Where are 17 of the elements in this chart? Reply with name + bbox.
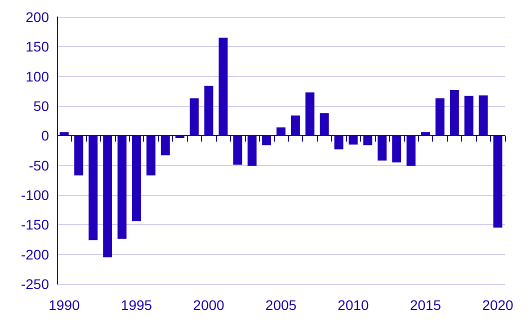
x-tick-label: 1990 xyxy=(48,297,80,313)
y-tick-label: 200 xyxy=(26,9,50,25)
x-tick-label: 2005 xyxy=(265,297,297,313)
x-tick-label: 2000 xyxy=(193,297,225,313)
y-tick-label: -100 xyxy=(20,187,50,203)
y-tick-label: -50 xyxy=(28,157,50,174)
y-tick-label: 100 xyxy=(26,68,50,84)
y-tick-label: -200 xyxy=(20,246,50,262)
x-tick-label: 2020 xyxy=(482,297,514,313)
y-tick-label: 0 xyxy=(41,128,50,144)
y-tick-label: -250 xyxy=(20,276,50,292)
y-tick-label: 150 xyxy=(26,38,50,55)
x-tick-label: 2010 xyxy=(338,297,370,313)
x-tick-label: 1995 xyxy=(120,297,152,313)
y-tick-label: 50 xyxy=(33,98,50,114)
x-tick-label: 2015 xyxy=(410,297,442,313)
y-tick-label: -150 xyxy=(20,216,50,233)
